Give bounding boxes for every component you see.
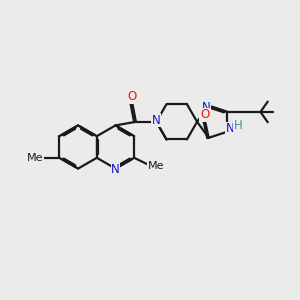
Text: H: H [234,118,242,132]
Text: N: N [111,163,120,176]
Text: N: N [202,101,211,114]
Text: N: N [152,114,161,127]
Text: O: O [127,90,136,103]
Text: Me: Me [27,153,44,163]
Text: Me: Me [148,161,164,171]
Text: O: O [200,108,209,121]
Text: N: N [226,122,234,135]
